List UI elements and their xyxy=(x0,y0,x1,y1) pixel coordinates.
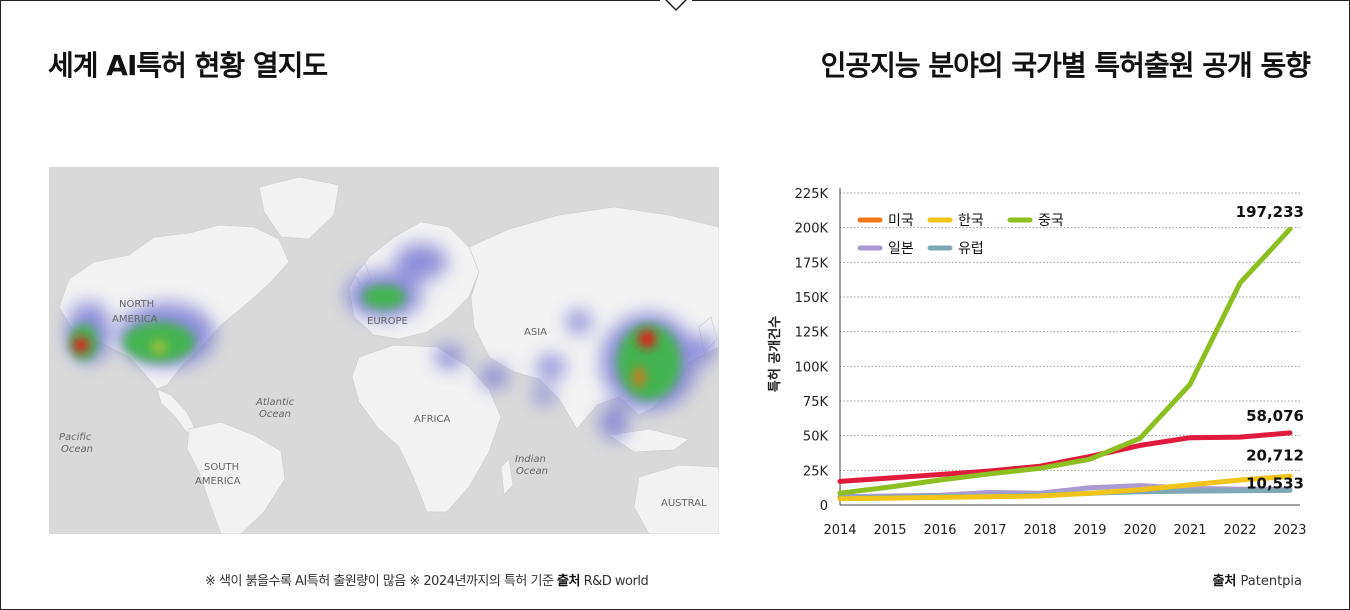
y-axis-title: 특허 공개건수 xyxy=(767,316,783,392)
map-label-north: NORTH xyxy=(119,299,154,310)
map-label-north-america: AMERICA xyxy=(112,314,158,325)
x-tick-label: 2022 xyxy=(1223,523,1256,538)
world-heatmap: NORTH AMERICA EUROPE ASIA AFRICA Atlanti… xyxy=(49,167,719,534)
heatmap-title: 세계 AI특허 현황 열지도 xyxy=(48,49,328,82)
greenland xyxy=(258,176,340,240)
y-tick-label: 0 xyxy=(820,499,828,514)
map-label-pacific: Pacific xyxy=(59,432,92,443)
y-tick-label: 225K xyxy=(795,187,829,202)
map-label-atlantic-ocean: Ocean xyxy=(259,409,291,420)
y-tick-label: 175K xyxy=(795,256,829,271)
x-tick-label: 2016 xyxy=(923,523,956,538)
data-label-cn: 197,233 xyxy=(1236,203,1304,221)
legend-label-jp: 일본 xyxy=(888,241,914,257)
legend-label-cn: 중국 xyxy=(1038,213,1064,229)
map-source-value: R&D world xyxy=(579,574,649,589)
y-tick-label: 200K xyxy=(795,222,829,237)
y-tick-label: 25K xyxy=(803,464,829,479)
chart-source-label: 출처 xyxy=(1212,574,1237,589)
legend-label-us: 미국 xyxy=(888,213,914,229)
series-line-kr xyxy=(837,473,1293,502)
x-tick-label: 2014 xyxy=(823,523,856,538)
indonesia xyxy=(608,428,690,453)
chart-source-value: Patentpia xyxy=(1236,574,1303,589)
chevron-down-icon xyxy=(664,0,688,12)
map-label-atlantic: Atlantic xyxy=(255,397,295,408)
series-line-us xyxy=(837,430,1293,484)
map-label-africa: AFRICA xyxy=(414,414,450,425)
x-tick-label: 2019 xyxy=(1073,523,1106,538)
map-footnote-text: ※ 색이 붉을수록 AI특허 출원량이 많음 ※ 2024년까지의 특허 기준 xyxy=(205,574,558,589)
map-labels: NORTH AMERICA EUROPE ASIA AFRICA Atlanti… xyxy=(59,299,707,509)
map-label-indian-ocean: Ocean xyxy=(516,466,548,477)
series-line-cn xyxy=(837,226,1293,496)
map-label-indian: Indian xyxy=(515,454,546,465)
y-tick-label: 125K xyxy=(795,326,829,341)
data-label-us: 58,076 xyxy=(1246,407,1304,425)
australia xyxy=(633,464,719,534)
madagascar xyxy=(500,458,514,496)
x-tick-label: 2015 xyxy=(873,523,906,538)
frame-notch xyxy=(660,0,692,16)
map-label-pacific-ocean: Ocean xyxy=(61,444,93,455)
map-label-europe: EUROPE xyxy=(367,316,408,327)
map-source-label: 출처 xyxy=(557,574,580,589)
x-tick-label: 2023 xyxy=(1273,523,1306,538)
data-label-eu: 10,533 xyxy=(1246,474,1304,492)
y-tick-label: 75K xyxy=(803,395,829,410)
heat-layer-core xyxy=(73,330,656,387)
x-tick-label: 2020 xyxy=(1123,523,1156,538)
legend-label-kr: 한국 xyxy=(958,213,984,229)
map-label-south: SOUTH xyxy=(204,462,239,473)
x-tick-label: 2018 xyxy=(1023,523,1056,538)
map-label-south-america: AMERICA xyxy=(195,476,241,487)
world-map-svg: NORTH AMERICA EUROPE ASIA AFRICA Atlanti… xyxy=(49,167,719,534)
legend-label-eu: 유럽 xyxy=(958,241,984,257)
x-tick-label: 2017 xyxy=(973,523,1006,538)
map-footnote: ※ 색이 붉을수록 AI특허 출원량이 많음 ※ 2024년까지의 특허 기준 … xyxy=(205,570,649,589)
chart-title: 인공지능 분야의 국가별 특허출원 공개 동향 xyxy=(820,49,1311,82)
y-tick-label: 150K xyxy=(795,291,829,306)
map-label-australia: AUSTRAL xyxy=(661,498,707,509)
y-tick-label: 100K xyxy=(795,360,829,375)
x-tick-label: 2021 xyxy=(1173,523,1206,538)
y-tick-label: 50K xyxy=(803,430,829,445)
chart-footnote: 출처 Patentpia xyxy=(1212,570,1302,589)
patent-line-chart: 0 25K 50K 75K 100K 125K 150K 175K 200K 225K 2014 20… xyxy=(767,187,1307,538)
data-label-kr: 20,712 xyxy=(1246,446,1304,464)
south-america xyxy=(186,421,286,534)
map-label-asia: ASIA xyxy=(524,327,547,338)
